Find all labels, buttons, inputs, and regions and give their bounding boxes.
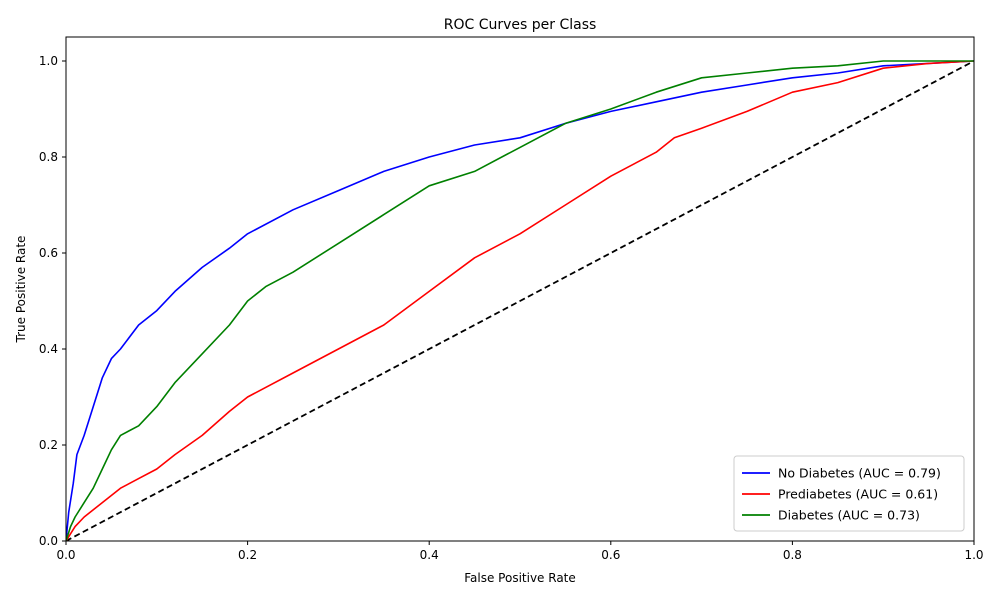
legend-entry-1: Prediabetes (AUC = 0.61): [778, 487, 938, 502]
axes: 0.0 0.2 0.4 0.6 0.8 1.0 0.0 0.2 0.4 0.6 0.8 1.0: [39, 36, 984, 562]
y-axis-label: True Positive Rate: [14, 236, 28, 344]
plot-area: [66, 60, 974, 541]
y-tick-label: 0.4: [39, 342, 58, 356]
y-tick-label: 0.6: [39, 246, 58, 260]
y-tick-label: 0.8: [39, 150, 58, 164]
y-tick-label: 0.0: [39, 534, 58, 548]
x-tick-label: 1.0: [964, 548, 983, 562]
plot-frame: [65, 36, 975, 542]
legend-entry-2: Diabetes (AUC = 0.73): [778, 508, 920, 523]
x-tick-label: 0.6: [601, 548, 620, 562]
y-tick-label: 1.0: [39, 54, 58, 68]
x-tick-label: 0.8: [783, 548, 802, 562]
legend-entry-0: No Diabetes (AUC = 0.79): [778, 466, 941, 481]
curves: [66, 60, 974, 541]
series-line-2: [66, 60, 974, 541]
x-tick-label: 0.0: [56, 548, 75, 562]
chart-title: ROC Curves per Class: [444, 17, 597, 33]
series-line-1: [66, 60, 974, 541]
legend: No Diabetes (AUC = 0.79) Prediabetes (AUC…: [733, 455, 965, 532]
x-tick-label: 0.4: [420, 548, 439, 562]
series-line-0: [66, 60, 974, 541]
x-tick-label: 0.2: [238, 548, 257, 562]
y-tick-label: 0.2: [39, 438, 58, 452]
legend-box: [733, 455, 965, 532]
chance-reference-line: [66, 60, 974, 541]
x-axis-label: False Positive Rate: [464, 571, 576, 585]
